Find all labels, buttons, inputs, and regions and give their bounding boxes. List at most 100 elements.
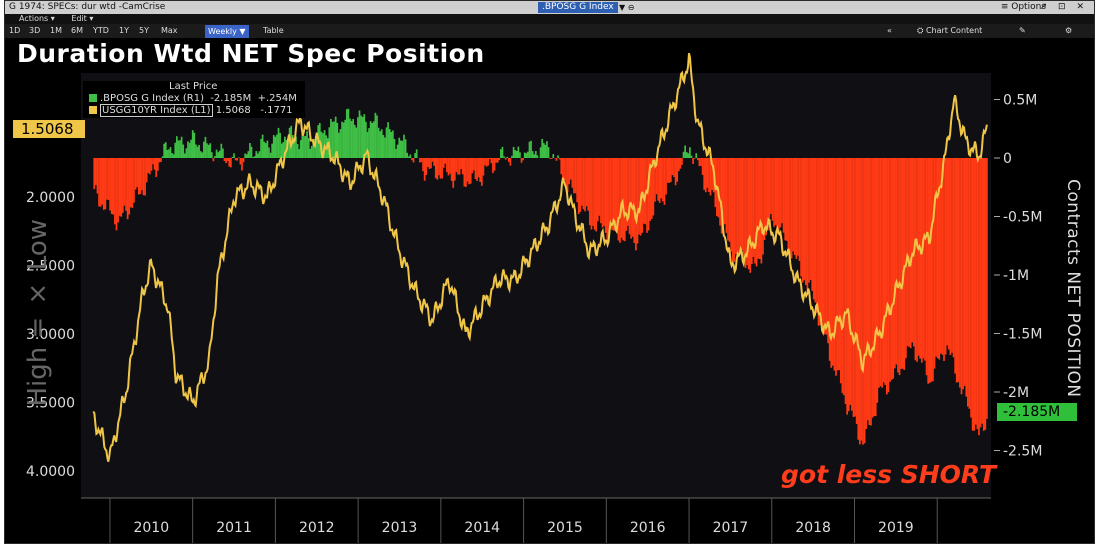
legend-last-usgg10yr: 1.5068 <box>215 105 251 116</box>
gear-icon[interactable]: ⚙ <box>1065 26 1073 35</box>
net-position-bar <box>831 158 834 366</box>
net-position-bar <box>963 158 966 386</box>
net-position-bar <box>374 112 377 158</box>
net-position-bar <box>925 158 928 376</box>
net-position-bar <box>239 158 242 165</box>
net-position-bar <box>382 135 385 158</box>
net-position-bar <box>215 149 218 158</box>
net-position-bar <box>552 154 555 158</box>
net-position-bar <box>322 133 324 158</box>
edit-icon[interactable]: ✎ <box>1019 26 1026 35</box>
period-1d[interactable]: 1D <box>9 26 21 35</box>
net-position-bar <box>484 158 486 166</box>
net-position-bar <box>874 158 877 417</box>
net-position-bar <box>514 150 517 158</box>
net-position-bar <box>144 158 146 196</box>
net-position-bar <box>191 130 194 158</box>
x-axis-tick-label: 2018 <box>795 520 831 536</box>
net-position-bar <box>658 158 661 203</box>
net-position-bar <box>957 158 960 383</box>
net-position-bar <box>399 140 402 158</box>
net-position-bar <box>504 158 507 160</box>
period-3d[interactable]: 3D <box>29 26 41 35</box>
net-position-bar <box>604 158 607 233</box>
net-position-bar <box>803 158 806 281</box>
net-position-bar <box>679 158 682 169</box>
net-position-bar <box>671 158 674 176</box>
net-position-bar <box>738 158 740 257</box>
net-position-bar <box>927 158 929 384</box>
right-axis-tick-label: -2.5M <box>1003 444 1042 460</box>
right-axis-tick-label: -1.5M <box>1003 327 1042 343</box>
net-position-bar <box>201 152 204 158</box>
net-position-bar <box>360 115 362 158</box>
net-position-bar <box>446 158 448 173</box>
net-position-bar <box>304 135 307 158</box>
net-position-bar <box>765 158 767 236</box>
net-position-bar <box>439 158 442 179</box>
x-axis-tick-label: 2019 <box>878 520 914 536</box>
net-position-bar <box>361 116 364 158</box>
net-position-bar <box>982 158 985 431</box>
options-menu[interactable]: ≡ Options <box>1000 2 1046 12</box>
net-position-bar <box>862 158 864 445</box>
legend-row-bposg: .BPOSG G Index (R1) -2.185M +.254M <box>89 93 297 105</box>
window-controls[interactable]: ↗ ⊡ ✕ <box>1039 2 1088 12</box>
net-position-bar <box>403 134 405 158</box>
net-position-bar <box>307 138 310 158</box>
net-position-bar <box>469 158 472 184</box>
net-position-bar <box>981 158 984 424</box>
table-button[interactable]: Table <box>263 26 284 35</box>
net-position-bar <box>633 158 636 243</box>
ticker-dropdown-icon[interactable]: ▼ ⊖ <box>619 3 635 12</box>
net-position-bar <box>379 131 382 158</box>
net-position-bar <box>924 158 926 361</box>
period-6m[interactable]: 6M <box>71 26 83 35</box>
period-5y[interactable]: 5Y <box>139 26 149 35</box>
ticker-field[interactable]: .BPOSG G Index <box>538 2 618 13</box>
net-position-bar <box>141 158 143 191</box>
menu-edit[interactable]: Edit ▾ <box>71 14 94 23</box>
net-position-bar <box>312 138 315 158</box>
period-1y[interactable]: 1Y <box>119 26 129 35</box>
net-position-bar <box>515 150 518 158</box>
net-position-bar <box>436 158 439 180</box>
net-position-bar <box>789 158 791 261</box>
net-position-bar <box>158 158 161 163</box>
net-position-bar <box>458 158 461 175</box>
net-position-bar <box>426 158 429 167</box>
net-position-bar <box>380 129 383 158</box>
net-position-bar <box>774 158 777 225</box>
net-position-bar <box>501 146 504 158</box>
net-position-bar <box>355 127 358 158</box>
net-position-bar <box>296 143 299 158</box>
net-position-bar <box>206 143 208 158</box>
net-position-bar <box>873 158 875 417</box>
net-position-bar <box>959 158 961 388</box>
net-position-bar <box>204 136 207 158</box>
net-position-bar <box>700 158 702 167</box>
net-position-bar <box>258 151 261 158</box>
net-position-bar <box>528 141 531 158</box>
period-max[interactable]: Max <box>161 26 178 35</box>
menu-actions[interactable]: Actions ▾ <box>19 14 55 23</box>
chart-content-button[interactable]: ⛭ Chart Content <box>917 26 983 35</box>
net-position-bar <box>477 158 480 178</box>
period-ytd[interactable]: YTD <box>93 26 109 35</box>
frequency-dropdown[interactable]: Weekly ▼ <box>205 25 249 38</box>
net-position-bar <box>330 118 332 158</box>
net-position-bar <box>533 154 536 158</box>
net-position-bar <box>133 158 135 203</box>
net-position-bar <box>120 158 123 217</box>
net-position-bar <box>412 158 415 163</box>
net-position-bar <box>698 158 701 167</box>
period-1m[interactable]: 1M <box>50 26 62 35</box>
net-position-bar <box>986 158 988 419</box>
net-position-bar <box>730 158 733 252</box>
net-position-bar <box>647 158 650 231</box>
net-position-bar <box>720 158 723 234</box>
collapse-icon[interactable]: « <box>887 26 892 35</box>
net-position-bar <box>900 158 902 369</box>
net-position-bar <box>804 158 807 285</box>
net-position-bar <box>790 158 793 259</box>
